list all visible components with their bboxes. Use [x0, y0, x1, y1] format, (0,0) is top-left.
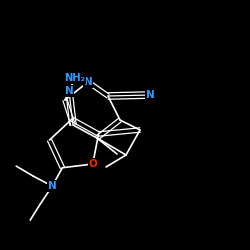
Text: N: N [64, 86, 74, 96]
Text: NH₂: NH₂ [64, 73, 86, 83]
Text: N: N [84, 77, 92, 87]
Text: O: O [88, 159, 97, 169]
Text: N: N [146, 90, 154, 100]
Text: N: N [48, 181, 56, 191]
